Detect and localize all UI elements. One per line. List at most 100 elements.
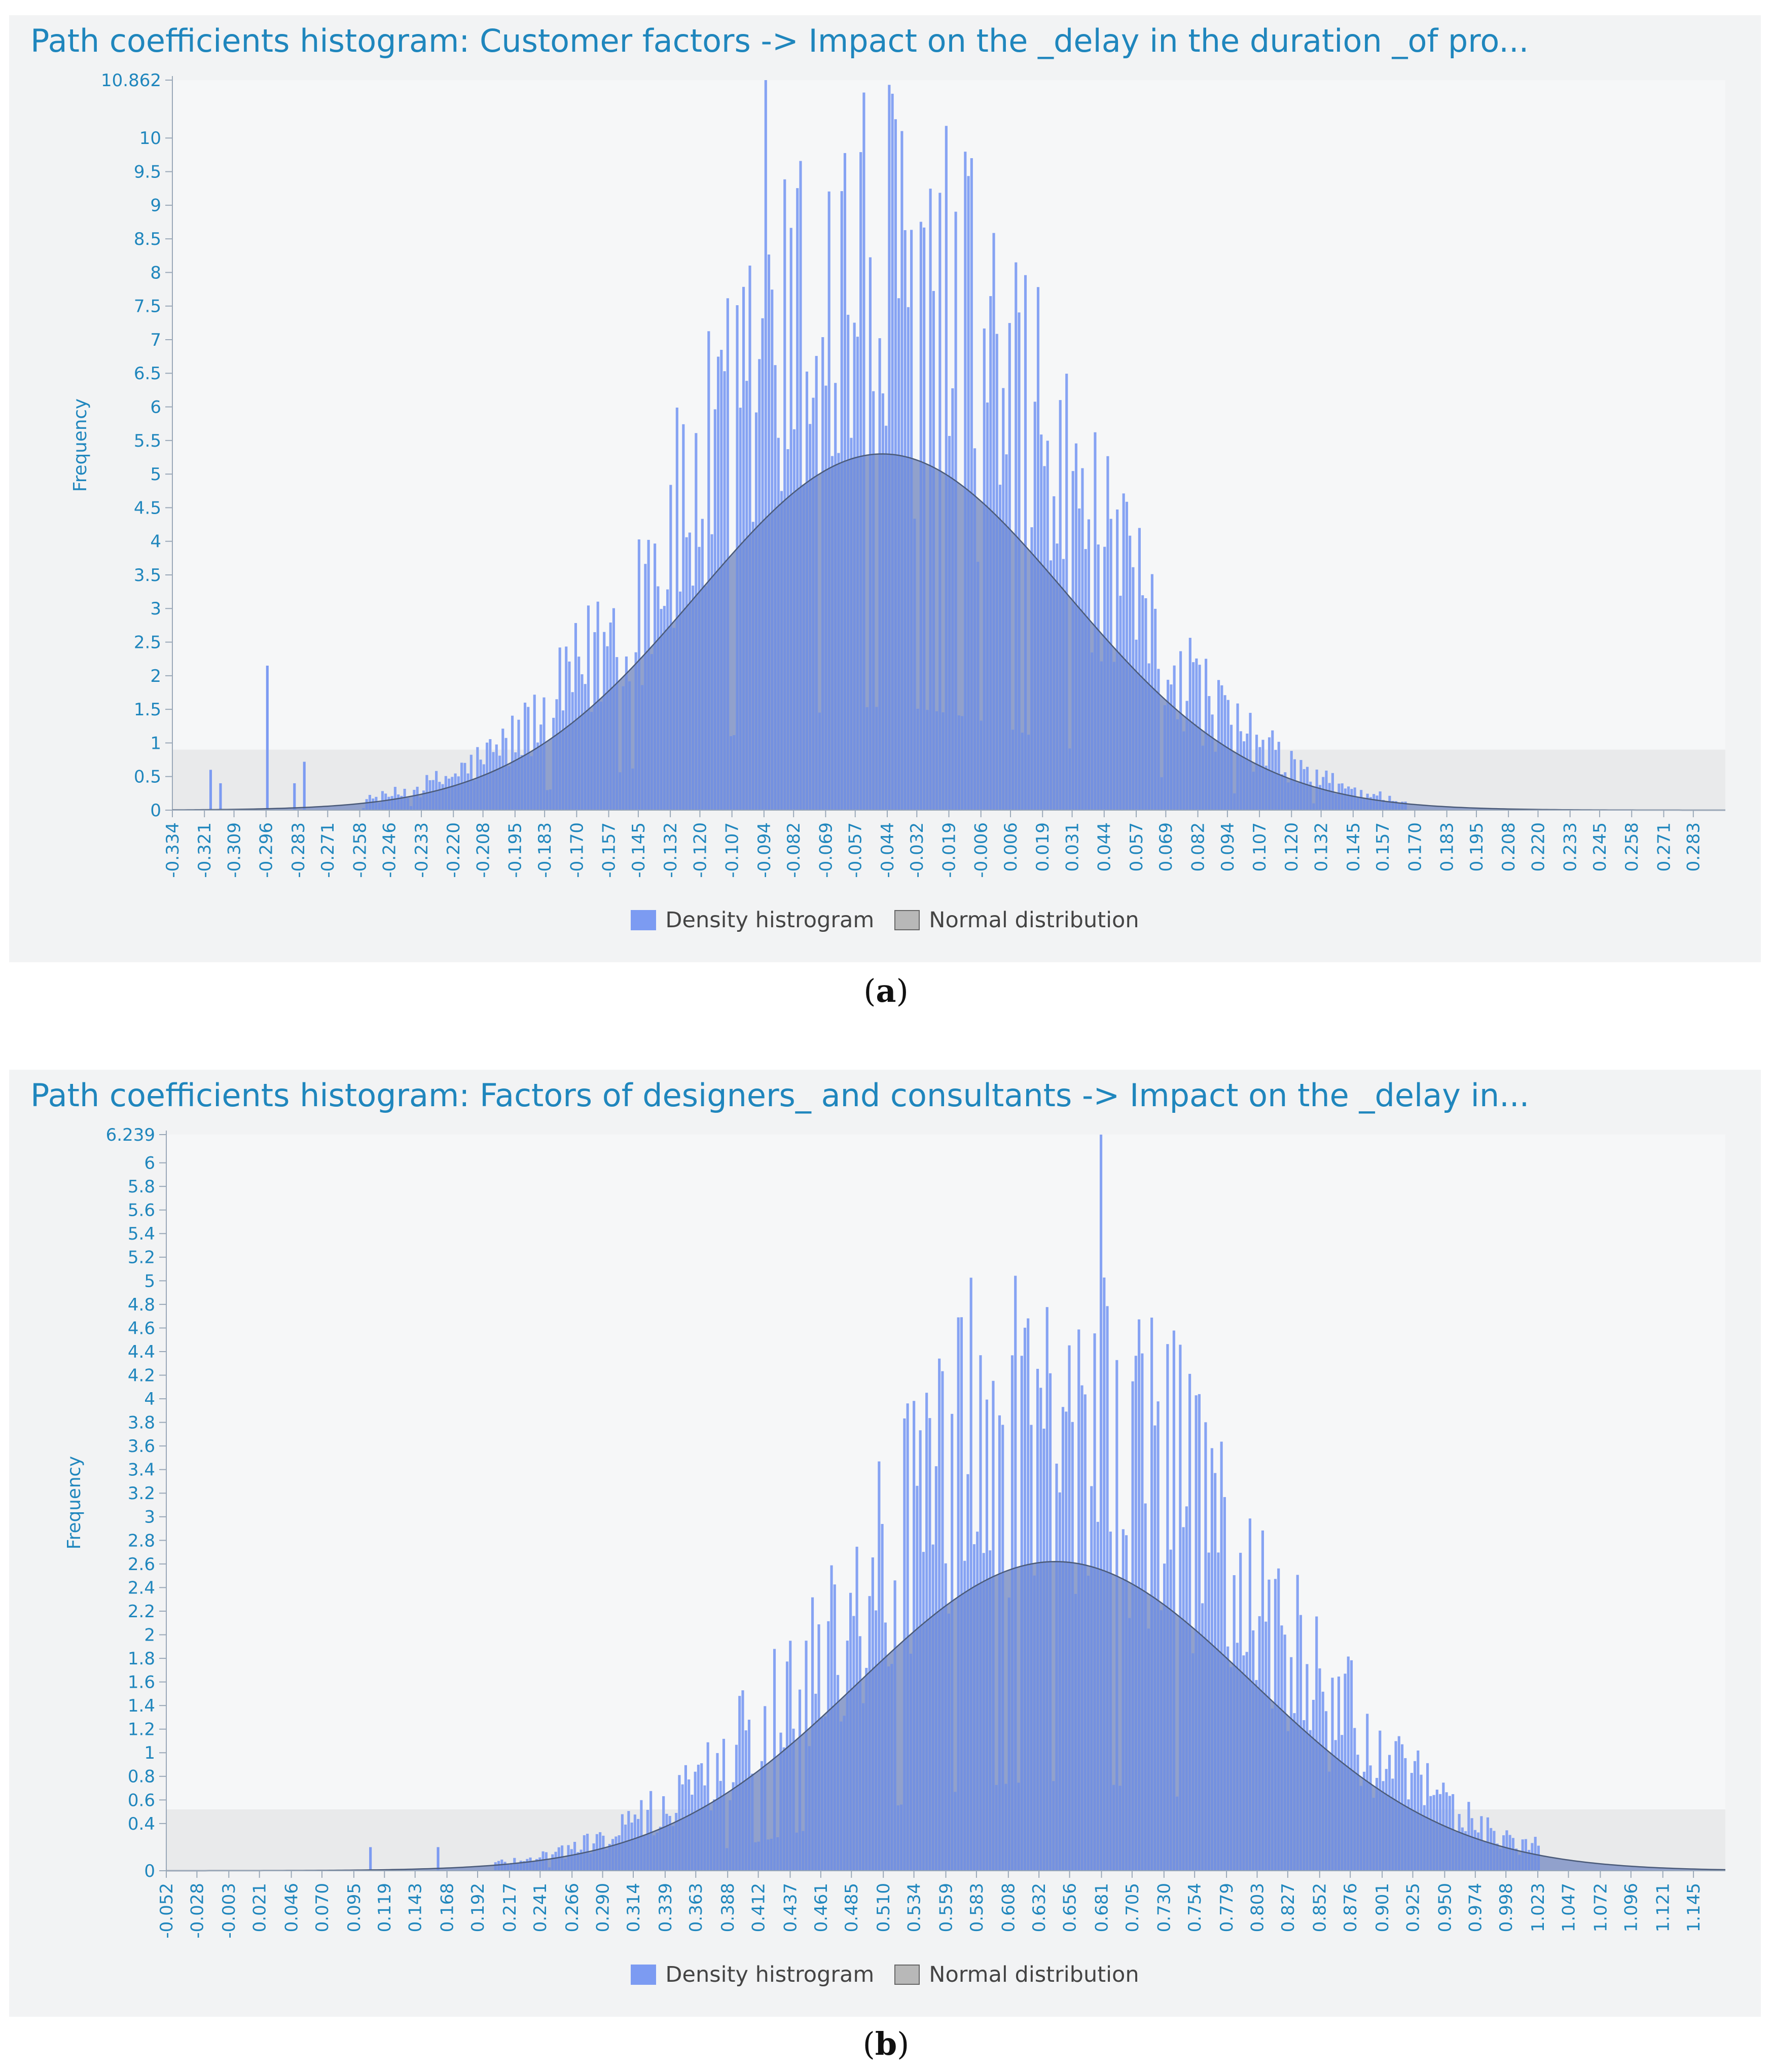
y-tick-label: 4 (144, 1389, 155, 1409)
x-tick-label: 0.082 (1188, 822, 1208, 871)
y-tick-label: 4.4 (128, 1342, 155, 1362)
legend-density[interactable]: Density histrogram (631, 907, 874, 933)
histogram-bar (1198, 1394, 1201, 1871)
histogram-bar (957, 1317, 960, 1871)
x-tick-label: 0.120 (1282, 822, 1302, 871)
y-tick-label: 4.5 (134, 498, 161, 518)
chart-panel-a: Path coefficients histogram: Customer fa… (9, 15, 1761, 962)
histogram-bar (726, 298, 729, 810)
x-tick-label: -0.283 (288, 822, 309, 878)
histogram-bar (764, 80, 767, 810)
histogram-bar (707, 331, 710, 810)
normal-distribution-line (172, 453, 1725, 811)
histogram-bar (969, 1278, 972, 1871)
histogram-bar (1534, 1837, 1537, 1871)
x-tick-label: 0.510 (874, 1883, 894, 1932)
figure-caption-a: (a) (863, 972, 909, 1009)
y-tick-label: 7 (150, 330, 161, 350)
histogram-bar (1347, 1656, 1350, 1871)
y-tick-label: 1.2 (128, 1720, 155, 1740)
histogram-bar (1271, 730, 1274, 810)
histogram-bar (1296, 1575, 1299, 1871)
y-tick-label: 2.5 (134, 632, 161, 652)
x-tick-label: 0.220 (1528, 822, 1548, 871)
histogram-bar (1036, 287, 1040, 810)
x-tick-label: 0.705 (1123, 1883, 1143, 1932)
x-tick-label: 0.363 (686, 1883, 706, 1932)
x-tick-label: -0.019 (939, 822, 959, 878)
x-tick-label: 1.047 (1559, 1883, 1579, 1932)
normal-overlap-area (172, 454, 1725, 810)
x-tick-label: 0.998 (1496, 1883, 1516, 1932)
y-tick-label: 9.5 (134, 162, 161, 182)
normal-overlap-area (166, 1561, 1725, 1871)
x-tick-label: 0.534 (904, 1883, 924, 1932)
y-tick-label: 9 (150, 196, 161, 216)
y-tick-label: 3.8 (128, 1413, 155, 1433)
legend-density-label: Density histrogram (665, 1962, 875, 1987)
legend-normal[interactable]: Normal distribution (894, 907, 1139, 933)
histogram-bar (945, 126, 948, 811)
y-tick-label: 0.8 (128, 1767, 155, 1787)
histogram-bar (738, 1696, 741, 1871)
histogram-bar (1099, 1135, 1103, 1871)
histogram-bar (964, 152, 967, 810)
x-tick-label: -0.309 (224, 822, 244, 878)
y-tick-label: 2.6 (128, 1554, 155, 1575)
chart-legend: Density histrogram Normal distribution (9, 1962, 1761, 1987)
x-tick-label: 0.170 (1405, 822, 1425, 871)
x-tick-label: 0.145 (1344, 822, 1364, 871)
x-tick-label: 0.730 (1154, 1883, 1175, 1932)
y-tick-label: 0.4 (128, 1814, 155, 1834)
x-tick-label: 0.006 (1001, 822, 1021, 871)
density-swatch-icon (631, 1965, 657, 1985)
y-axis-title: Frequency (64, 1456, 85, 1549)
legend-density[interactable]: Density histrogram (631, 1962, 874, 1987)
x-tick-label: 0.046 (282, 1883, 302, 1932)
legend-normal-label: Normal distribution (929, 907, 1139, 933)
x-tick-label: 0.437 (780, 1883, 801, 1932)
histogram-bar (891, 93, 894, 811)
x-tick-label: -0.220 (444, 822, 464, 878)
x-tick-label: 1.145 (1684, 1883, 1704, 1932)
figure-caption-b: (b) (862, 2025, 910, 2062)
legend-normal[interactable]: Normal distribution (894, 1962, 1139, 1987)
chart-legend: Density histrogram Normal distribution (9, 907, 1761, 933)
histogram-bar (558, 647, 561, 810)
x-tick-label: 0.266 (562, 1883, 583, 1932)
y-tick-label: 1 (144, 1743, 155, 1763)
x-tick-label: 0.094 (1218, 822, 1238, 871)
x-tick-label: -0.157 (599, 822, 619, 878)
y-tick-label: 2 (150, 666, 161, 686)
x-tick-label: 1.096 (1621, 1883, 1642, 1932)
y-tick-label: 5.2 (128, 1248, 155, 1268)
x-tick-label: 1.072 (1590, 1883, 1611, 1932)
x-tick-label: -0.208 (474, 822, 494, 878)
x-tick-label: 1.121 (1653, 1883, 1674, 1932)
y-tick-label: 1.6 (128, 1673, 155, 1693)
histogram-bar (209, 770, 212, 810)
histogram-bar (587, 605, 590, 810)
y-tick-label: 2.4 (128, 1578, 155, 1598)
x-tick-label: 0.461 (811, 1883, 831, 1932)
x-tick-label: -0.082 (784, 822, 804, 878)
x-tick-label: -0.334 (163, 822, 183, 878)
x-tick-label: 0.852 (1310, 1883, 1330, 1932)
x-tick-label: 0.258 (1622, 822, 1642, 871)
histogram-bar (369, 1847, 372, 1871)
y-tick-label: 3 (150, 599, 161, 619)
y-tick-label: 3.2 (128, 1483, 155, 1504)
histogram-bar (888, 85, 891, 810)
histogram-bar (1106, 456, 1109, 810)
x-tick-label: 0.019 (1033, 822, 1053, 871)
x-tick-label: 0.283 (1684, 822, 1704, 871)
y-tick-label: 5.8 (128, 1177, 155, 1197)
y-tick-label: 6 (150, 397, 161, 417)
x-tick-label: 0.070 (312, 1883, 333, 1932)
x-tick-label: 0.119 (375, 1883, 395, 1932)
histogram-bar (1138, 528, 1141, 810)
chart-title: Path coefficients histogram: Factors of … (30, 1077, 1530, 1114)
histogram-bar (1122, 493, 1125, 810)
x-tick-label: -0.246 (380, 822, 400, 878)
histogram-bar (293, 783, 296, 810)
